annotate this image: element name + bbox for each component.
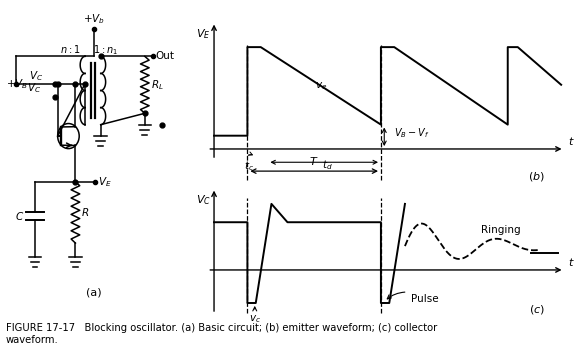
Text: $1:n_1$: $1:n_1$ <box>93 43 118 57</box>
Text: $+V_B$: $+V_B$ <box>6 77 28 91</box>
Text: $v_e$: $v_e$ <box>314 80 327 92</box>
Text: $V_E$: $V_E$ <box>98 175 112 188</box>
Text: $+V_b$: $+V_b$ <box>83 12 105 26</box>
Text: Ringing: Ringing <box>481 225 521 235</box>
Text: $(b)$: $(b)$ <box>528 170 544 183</box>
Text: $V_E$: $V_E$ <box>196 27 211 41</box>
Text: FIGURE 17-17   Blocking oscillator. (a) Basic circuit; (b) emitter waveform; (c): FIGURE 17-17 Blocking oscillator. (a) Ba… <box>6 323 437 345</box>
Text: $V_C$: $V_C$ <box>27 81 41 95</box>
Text: $T$: $T$ <box>309 155 319 167</box>
Text: $R$: $R$ <box>81 206 89 218</box>
Text: $n:1$: $n:1$ <box>60 43 81 55</box>
Text: $t$: $t$ <box>568 256 574 269</box>
Text: Out: Out <box>156 51 175 61</box>
Text: (a): (a) <box>86 287 102 297</box>
Text: $C$: $C$ <box>15 210 24 222</box>
Text: $(c)$: $(c)$ <box>529 303 544 316</box>
Text: $t$: $t$ <box>568 135 574 147</box>
Text: Pulse: Pulse <box>411 294 438 304</box>
Text: $R_L$: $R_L$ <box>151 78 164 92</box>
Text: $V_C$: $V_C$ <box>29 69 43 83</box>
Text: $t_c$: $t_c$ <box>244 159 254 173</box>
Text: $V_B-V_f$: $V_B-V_f$ <box>394 127 430 140</box>
Text: $v_c$: $v_c$ <box>249 313 261 325</box>
Text: $V_C$: $V_C$ <box>196 193 211 206</box>
Text: $t_d$: $t_d$ <box>322 158 333 172</box>
